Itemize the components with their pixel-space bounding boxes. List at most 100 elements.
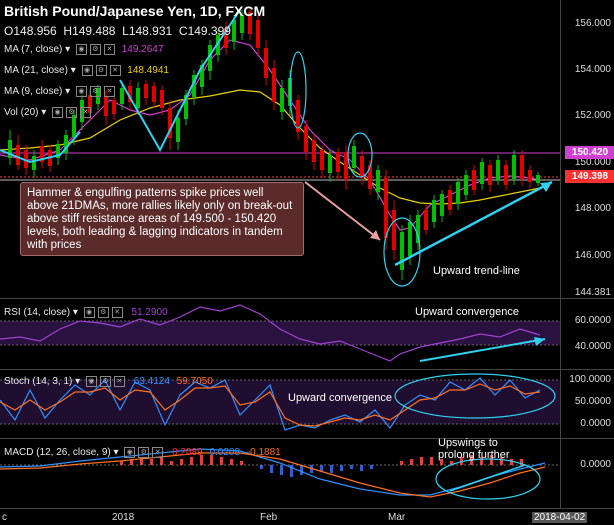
eye-icon[interactable]: ◉ (124, 447, 136, 458)
current-price-box: 149.398 (565, 170, 614, 183)
cyan-arrow-2 (119, 9, 241, 153)
rsi-line (0, 304, 541, 362)
settings-icon[interactable]: ⚙ (89, 86, 101, 97)
price-axis[interactable]: 156.000 154.000 152.000 150.000 148.000 … (560, 0, 614, 298)
macd-pane[interactable]: MACD (12, 26, close, 9) ▾ ◉ ⚙ ✕ 0.2089 0.0… (0, 437, 560, 508)
macd-tick: 0.0000 (580, 459, 611, 470)
macd-svg (0, 448, 560, 500)
rsi-convergence-arrow (419, 338, 546, 362)
stoch-tick: 100.0000 (569, 374, 611, 385)
rsi-convergence-label: Upward convergence (415, 306, 519, 318)
time-tick: 2018 (112, 512, 135, 523)
cyan-arrow-1 (0, 131, 81, 164)
rsi-tick: 40.0000 (574, 341, 611, 352)
eye-icon[interactable]: ◉ (81, 65, 93, 76)
macd-note: Upswings to prolong further (438, 437, 510, 461)
stoch-ellipse (394, 373, 556, 419)
price-tick: 150.000 (574, 157, 611, 168)
open-value: 148.956 (13, 24, 57, 38)
time-tick: Feb (260, 512, 278, 523)
price-pane[interactable]: British Pound/Japanese Yen, 1D, FXCM O14… (0, 0, 560, 298)
stoch-axis[interactable]: 100.0000 50.0000 0.0000 (560, 370, 614, 438)
chart-title: British Pound/Japanese Yen, 1D, FXCM (4, 3, 266, 19)
rsi-axis[interactable]: 60.0000 40.0000 (560, 299, 614, 369)
ohlc-readout: O148.956 H149.488 L148.931 C149.399 (4, 24, 231, 38)
high-value: 149.488 (72, 24, 116, 38)
settings-icon[interactable]: ⚙ (138, 447, 150, 458)
macd-signal-line (0, 452, 546, 498)
close-icon[interactable]: ✕ (103, 86, 115, 97)
stoch-k-value: 63.4124 (133, 376, 170, 388)
close-icon[interactable]: ✕ (103, 44, 115, 55)
price-tick: 152.000 (574, 110, 611, 121)
settings-icon[interactable]: ⚙ (95, 65, 107, 76)
close-icon[interactable]: ✕ (80, 107, 92, 118)
close-icon[interactable]: ✕ (109, 65, 121, 76)
eye-icon[interactable]: ◉ (83, 307, 95, 318)
stoch-pane[interactable]: Stoch (14, 3, 1) ▾ ◉ ⚙ ✕ 63.4124 59.7050 U… (0, 370, 560, 438)
close-value: 149.399 (187, 24, 231, 38)
stoch-legend[interactable]: Stoch (14, 3, 1) ▾ ◉ ⚙ ✕ 63.4124 59.7050 (4, 376, 213, 388)
rsi-legend[interactable]: RSI (14, close) ▾ ◉ ⚙ ✕ 51.2900 (4, 307, 168, 319)
settings-icon[interactable]: ⚙ (66, 107, 78, 118)
ma7-legend[interactable]: MA (7, close) ▾ ◉ ⚙ ✕ 149.2647 (4, 44, 164, 56)
time-axis[interactable]: c 2018 Feb Mar 2018-04-02 (0, 508, 614, 525)
trendline-label: Upward trend-line (433, 265, 520, 277)
price-tick-low: 144.381 (574, 287, 611, 298)
rsi-value: 51.2900 (131, 307, 168, 319)
stoch-d-line (0, 383, 541, 427)
stoch-d-value: 59.7050 (176, 376, 213, 388)
macd-legend[interactable]: MACD (12, 26, close, 9) ▾ ◉ ⚙ ✕ 0.2089 0.0… (4, 447, 281, 459)
eye-icon[interactable]: ◉ (85, 376, 97, 387)
macd-value-1: 0.2089 (172, 447, 203, 459)
eye-icon[interactable]: ◉ (52, 107, 64, 118)
time-tick: Mar (388, 512, 406, 523)
rsi-tick: 60.0000 (574, 315, 611, 326)
resistance-price-box: 150.420 (565, 146, 614, 159)
ma21-legend[interactable]: MA (21, close) ▾ ◉ ⚙ ✕ 148.4941 (4, 65, 169, 77)
stoch-tick: 0.0000 (580, 418, 611, 429)
low-value: 148.931 (128, 24, 173, 38)
macd-value-2: 0.0208 (209, 447, 241, 459)
price-chart-svg (0, 8, 560, 287)
settings-icon[interactable]: ⚙ (97, 307, 109, 318)
pane-separator[interactable] (0, 369, 614, 370)
price-tick: 146.000 (574, 250, 611, 261)
ma21-value: 148.4941 (127, 65, 169, 77)
macd-axis[interactable]: 0.0000 (560, 439, 614, 508)
stoch-convergence-label: Upward convergence (288, 392, 392, 404)
macd-histogram-negative (260, 465, 373, 477)
ma7-value: 149.2647 (121, 44, 164, 56)
highlight-ellipse-3 (383, 217, 421, 287)
stoch-k-line (0, 377, 541, 431)
price-tick: 154.000 (574, 64, 611, 75)
pink-arrow (304, 181, 381, 241)
close-icon[interactable]: ✕ (152, 447, 164, 458)
macd-value-3: -0.1881 (246, 447, 281, 459)
rsi-pane[interactable]: RSI (14, close) ▾ ◉ ⚙ ✕ 51.2900 Upward con… (0, 299, 560, 369)
time-tick: c (2, 512, 7, 523)
vol-legend[interactable]: Vol (20) ▾ ◉ ⚙ ✕ (4, 107, 92, 118)
ma21-line (0, 89, 541, 205)
settings-icon[interactable]: ⚙ (99, 376, 111, 387)
eye-icon[interactable]: ◉ (75, 44, 87, 55)
analysis-note: Hammer & engulfing patterns spike prices… (20, 182, 304, 256)
macd-arrow (449, 464, 526, 492)
rsi-svg (0, 304, 560, 362)
trendline (394, 180, 553, 267)
macd-ellipse (435, 458, 541, 500)
eye-icon[interactable]: ◉ (75, 86, 87, 97)
ma9-legend[interactable]: MA (9, close) ▾ ◉ ⚙ ✕ (4, 86, 115, 97)
close-icon[interactable]: ✕ (111, 307, 123, 318)
pane-separator[interactable] (0, 438, 614, 439)
stoch-svg (0, 373, 560, 431)
close-icon[interactable]: ✕ (113, 376, 125, 387)
time-tick-current: 2018-04-02 (532, 512, 588, 523)
trendline-arrowhead (540, 182, 552, 192)
settings-icon[interactable]: ⚙ (89, 44, 101, 55)
price-tick: 148.000 (574, 203, 611, 214)
highlight-ellipse-2 (347, 132, 373, 178)
highlight-ellipse-1 (289, 51, 307, 129)
pane-separator[interactable] (0, 298, 614, 299)
price-tick: 156.000 (574, 18, 611, 29)
